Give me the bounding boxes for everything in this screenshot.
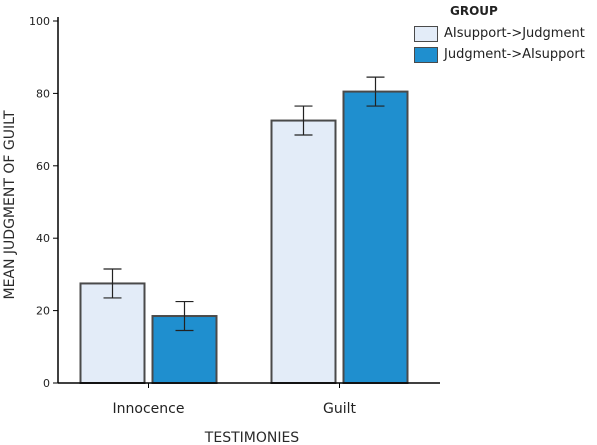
y-tick-label: 0	[43, 377, 50, 390]
legend-swatch	[414, 25, 438, 42]
legend-label: Judgment->AIsupport	[444, 47, 585, 62]
y-tick-label: 80	[36, 87, 50, 100]
bar	[79, 282, 146, 385]
legend: GROUP AIsupport->Judgment Judgment->AIsu…	[414, 4, 594, 65]
legend-item-aisupport-judgment: AIsupport->Judgment	[414, 23, 594, 44]
y-tick-label: 60	[36, 160, 50, 173]
y-tick-label: 20	[36, 305, 50, 318]
bar	[270, 119, 337, 385]
x-axis-title: TESTIMONIES	[204, 430, 300, 445]
y-tick-label: 40	[36, 232, 50, 245]
x-tick-label: Guilt	[323, 401, 357, 417]
y-tick-label: 100	[29, 15, 50, 28]
y-axis-title: MEAN JUDGMENT OF GUILT	[2, 110, 18, 299]
bars-layer	[79, 76, 409, 385]
legend-title: GROUP	[450, 4, 498, 18]
legend-item-judgment-aisupport: Judgment->AIsupport	[414, 44, 594, 65]
legend-swatch	[414, 46, 438, 63]
bar	[342, 90, 409, 384]
axes-layer: 0 20 40 60 80 100 Innocence Guilt	[29, 15, 440, 417]
legend-label: AIsupport->Judgment	[444, 26, 585, 41]
x-tick-label: Innocence	[113, 401, 185, 417]
